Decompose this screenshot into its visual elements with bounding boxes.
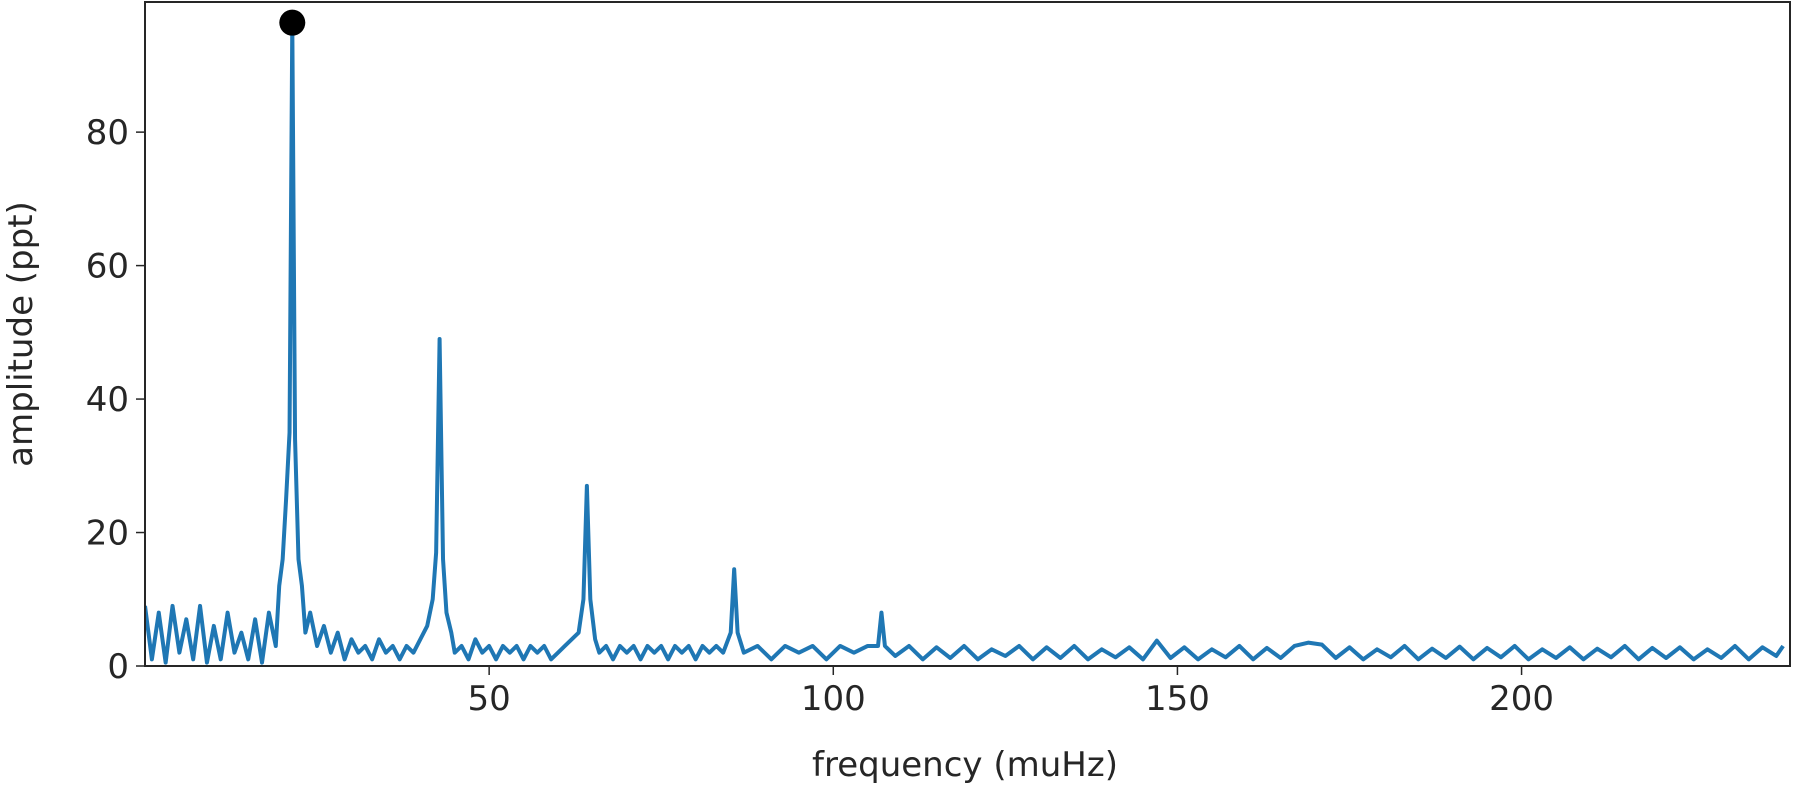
y-tick-label: 0 xyxy=(107,647,129,687)
x-axis-label: frequency (muHz) xyxy=(812,745,1118,785)
x-tick-label: 100 xyxy=(801,679,866,719)
x-tick-label: 50 xyxy=(468,679,511,719)
y-tick-label: 80 xyxy=(86,113,129,153)
plot-frame xyxy=(144,1,1791,667)
y-tick-label: 40 xyxy=(86,380,129,420)
spectrum-line xyxy=(145,20,1785,665)
y-tick-label: 20 xyxy=(86,514,129,554)
peak-marker xyxy=(279,9,306,36)
y-tick-label: 60 xyxy=(86,247,129,287)
x-tick-label: 150 xyxy=(1145,679,1210,719)
x-tick-label: 200 xyxy=(1489,679,1554,719)
y-axis-label: amplitude (ppt) xyxy=(1,201,41,467)
plot-area xyxy=(145,20,1785,665)
